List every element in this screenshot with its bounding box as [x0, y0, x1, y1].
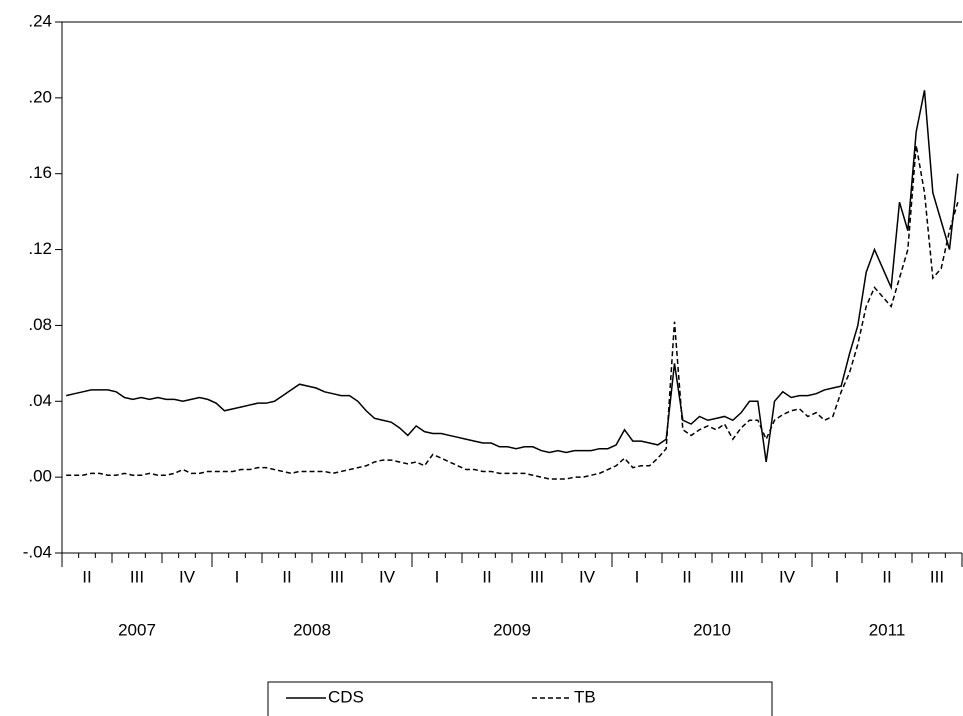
x-tick-label: I [435, 567, 440, 586]
x-tick-label: III [530, 567, 544, 586]
legend-box [267, 681, 773, 716]
x-tick-label: IV [179, 567, 196, 586]
legend-label: TB [574, 687, 596, 706]
y-tick-label: .04 [28, 391, 52, 410]
x-tick-label: II [682, 567, 691, 586]
y-tick-label: .08 [28, 315, 52, 334]
x-tick-label: I [635, 567, 640, 586]
x-tick-label: II [482, 567, 491, 586]
y-tick-label: .24 [28, 11, 52, 30]
x-tick-label: IV [779, 567, 796, 586]
year-label: 2010 [693, 620, 731, 639]
x-tick-label: II [882, 567, 891, 586]
y-tick-label: .16 [28, 163, 52, 182]
x-tick-label: III [730, 567, 744, 586]
year-label: 2009 [493, 620, 531, 639]
x-tick-label: III [330, 567, 344, 586]
y-tick-label: .20 [28, 87, 52, 106]
x-tick-label: III [930, 567, 944, 586]
x-tick-label: IV [579, 567, 596, 586]
x-tick-label: I [235, 567, 240, 586]
x-tick-label: III [130, 567, 144, 586]
year-label: 2007 [118, 620, 156, 639]
year-label: 2011 [869, 620, 906, 639]
series-line [66, 145, 959, 480]
series-line [66, 90, 959, 463]
x-tick-label: IV [379, 567, 396, 586]
x-tick-label: I [835, 567, 840, 586]
year-label: 2008 [293, 620, 331, 639]
y-tick-label: .00 [28, 467, 52, 486]
y-tick-label: -.04 [23, 542, 52, 561]
legend-label: CDS [328, 687, 364, 706]
x-tick-label: II [282, 567, 291, 586]
x-tick-label: II [82, 567, 91, 586]
y-tick-label: .12 [28, 239, 52, 258]
